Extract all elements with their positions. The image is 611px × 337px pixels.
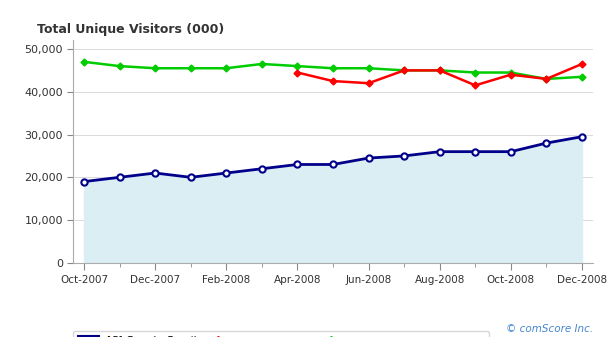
Legend: [C] Google Gmail, [M] AOL Email, [C] Windows Live Hotmail: [C] Google Gmail, [M] AOL Email, [C] Win…	[73, 331, 489, 337]
Text: Total Unique Visitors (000): Total Unique Visitors (000)	[37, 24, 224, 36]
Text: © comScore Inc.: © comScore Inc.	[505, 324, 593, 334]
